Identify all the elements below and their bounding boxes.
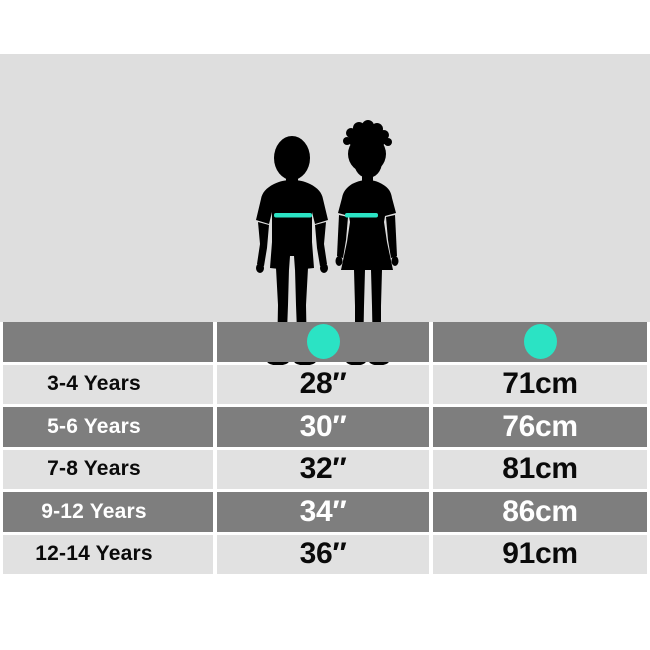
age-cell: 5-6 Years: [3, 407, 213, 447]
header-cell-age: [3, 322, 213, 362]
inches-cell: 36″: [217, 534, 429, 574]
age-cell: 12-14 Years: [3, 534, 213, 574]
inches-cell: 30″: [217, 407, 429, 447]
teal-dot-icon: [523, 324, 557, 360]
cm-cell: 81cm: [433, 449, 647, 489]
age-cell: 7-8 Years: [3, 449, 213, 489]
girl-silhouette-icon: [335, 120, 399, 366]
inches-cell: 34″: [217, 492, 429, 532]
cm-cell: 76cm: [433, 407, 647, 447]
header-cell-inches: [217, 322, 429, 362]
hero-panel: [0, 54, 650, 366]
age-cell: 3-4 Years: [3, 364, 213, 404]
girl-chest-measurement-line: [345, 213, 378, 218]
boy-chest-measurement-line: [274, 213, 312, 218]
inches-cell: 32″: [217, 449, 429, 489]
size-chart-table: 3-4 Years 28″ 71cm 5-6 Years 30″ 76cm 7-…: [3, 322, 647, 574]
age-cell: 9-12 Years: [3, 492, 213, 532]
teal-dot-icon: [306, 324, 340, 360]
inches-cell: 28″: [217, 364, 429, 404]
header-cell-cm: [433, 322, 647, 362]
cm-cell: 86cm: [433, 492, 647, 532]
cm-cell: 71cm: [433, 364, 647, 404]
cm-cell: 91cm: [433, 534, 647, 574]
